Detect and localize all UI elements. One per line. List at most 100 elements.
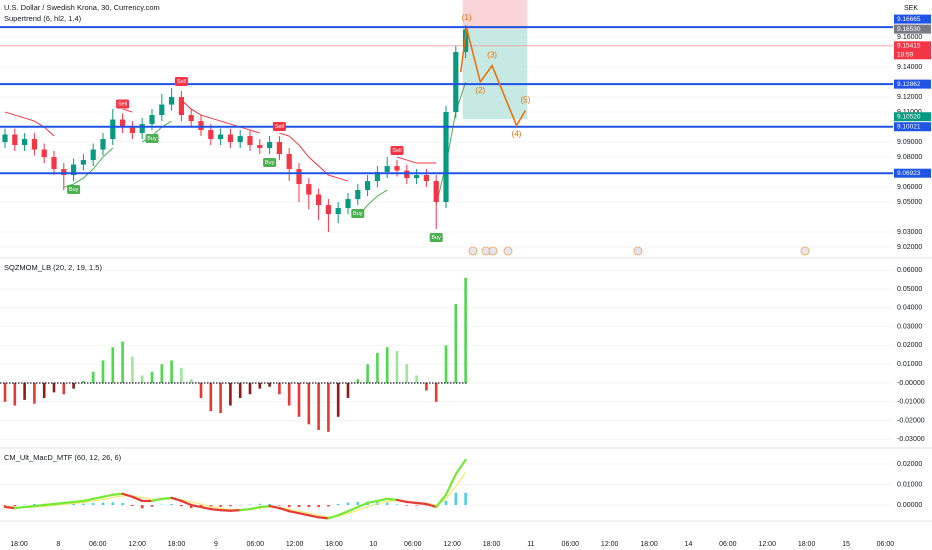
signal-badge [390,146,404,156]
candle-body [316,194,322,206]
candle-body [61,169,67,176]
signal-badge [263,158,277,168]
event-icon[interactable] [468,246,478,256]
y-tick-label: 0.03000 [897,323,922,330]
macd-line-segment [239,508,252,512]
momentum-bar [346,382,350,399]
event-icon[interactable] [488,246,498,256]
price-label-box [894,14,931,24]
momentum-bar [13,382,17,406]
macd-pane [3,458,467,520]
candle-body [41,149,47,158]
macd-histogram-bar [13,505,17,507]
macd-line-segment [219,509,232,512]
price-label-box [894,112,931,122]
event-icons [468,246,810,256]
macd-line-segment [82,497,95,503]
candle-body [198,121,204,131]
macd-line-segment [92,495,105,500]
candle-body [208,130,214,140]
macd-line-segment [121,492,134,498]
price-pane: Buy Sell Buy Sell Buy Sell Buy Sell Buy (1) (2) (3)… [0,0,893,243]
x-tick-label: 15 [842,541,850,548]
candle-body [306,184,312,195]
y-tick-label: 0.01000 [897,361,922,368]
signal-badge [67,185,81,195]
macd-line-segment [209,508,222,512]
macd-histogram-bar [219,505,222,507]
macd-histogram-bar [278,505,281,506]
wave-label: (2) [475,86,485,95]
macd-line-segment [131,495,144,503]
momentum-bar [101,360,105,383]
macd-line-segment [170,496,183,503]
x-tick-label: 10 [370,541,378,548]
candle-body [404,170,410,179]
macd-line-segment [425,502,438,509]
y-tick-label: 0.02000 [897,342,922,349]
macd-line-segment [101,493,114,498]
momentum-bar [366,364,369,383]
macd-line-segment [52,501,65,506]
x-tick-label: 06:00 [89,541,107,548]
price-label: 9.16530 [897,26,921,33]
candle-body [80,160,86,165]
macd-line-segment [160,496,173,500]
event-icon[interactable] [800,246,810,256]
candle-body [129,127,135,134]
signal-badge [351,209,365,219]
momentum-bar [91,371,95,383]
momentum-bar [33,382,36,404]
momentum-bar [189,379,193,383]
price-axis: 9.160009.140009.120009.110009.090009.080… [894,14,931,509]
chart-title: U.S. Dollar / Swedish Krona, 30, Currenc… [4,3,160,12]
y-tick-label: 9.14000 [897,64,922,71]
candle-body [110,119,116,140]
candle-body [276,142,282,155]
event-icon[interactable] [633,246,643,256]
macd-line-segment [454,458,467,476]
macd-line-segment [199,505,212,511]
momentum-bar [209,382,213,412]
y-tick-label: 9.16000 [897,34,922,41]
signal-label: Buy [353,211,363,217]
momentum-bar [3,382,7,402]
y-tick-label: 9.12000 [897,94,922,101]
momentum-bar [278,382,281,395]
macd-line-segment [33,503,46,508]
momentum-bar [170,360,173,383]
macd-histogram-bar [336,504,340,506]
macd-histogram-bar [33,504,36,506]
momentum-bar [238,382,242,399]
momentum-bar [415,375,418,383]
momentum-bar [336,382,340,417]
signal-badge [145,134,159,144]
momentum-bar [52,382,56,393]
price-label-box [894,24,931,34]
macd-line-segment [180,499,193,507]
y-tick-label: 0.02000 [897,461,922,468]
candle-body [355,190,361,200]
signal-badge [174,77,188,87]
momentum-bar [23,382,26,400]
signal-label: Buy [69,187,79,193]
y-tick-label: 9.08000 [897,154,922,161]
macd-histogram-bar [405,505,409,506]
macd-line-segment [43,502,56,507]
macd-histogram-bar [395,504,399,506]
candle-body [325,205,331,215]
macd-line-segment [23,504,36,509]
price-label: 9.15415 [897,43,921,50]
signal-label: Sell [118,102,127,108]
squeeze-pane [0,277,468,432]
macd-line-segment [435,493,448,509]
momentum-bar [287,382,291,406]
macd-histogram-bar [140,505,144,509]
momentum-bar [160,364,164,383]
x-tick-label: 12:00 [601,541,619,548]
macd-line-segment [278,507,291,513]
signal-label: Buy [147,136,157,142]
price-countdown: 18:59 [897,52,914,59]
price-label: 9.10520 [897,114,921,121]
event-icon[interactable] [503,246,513,256]
